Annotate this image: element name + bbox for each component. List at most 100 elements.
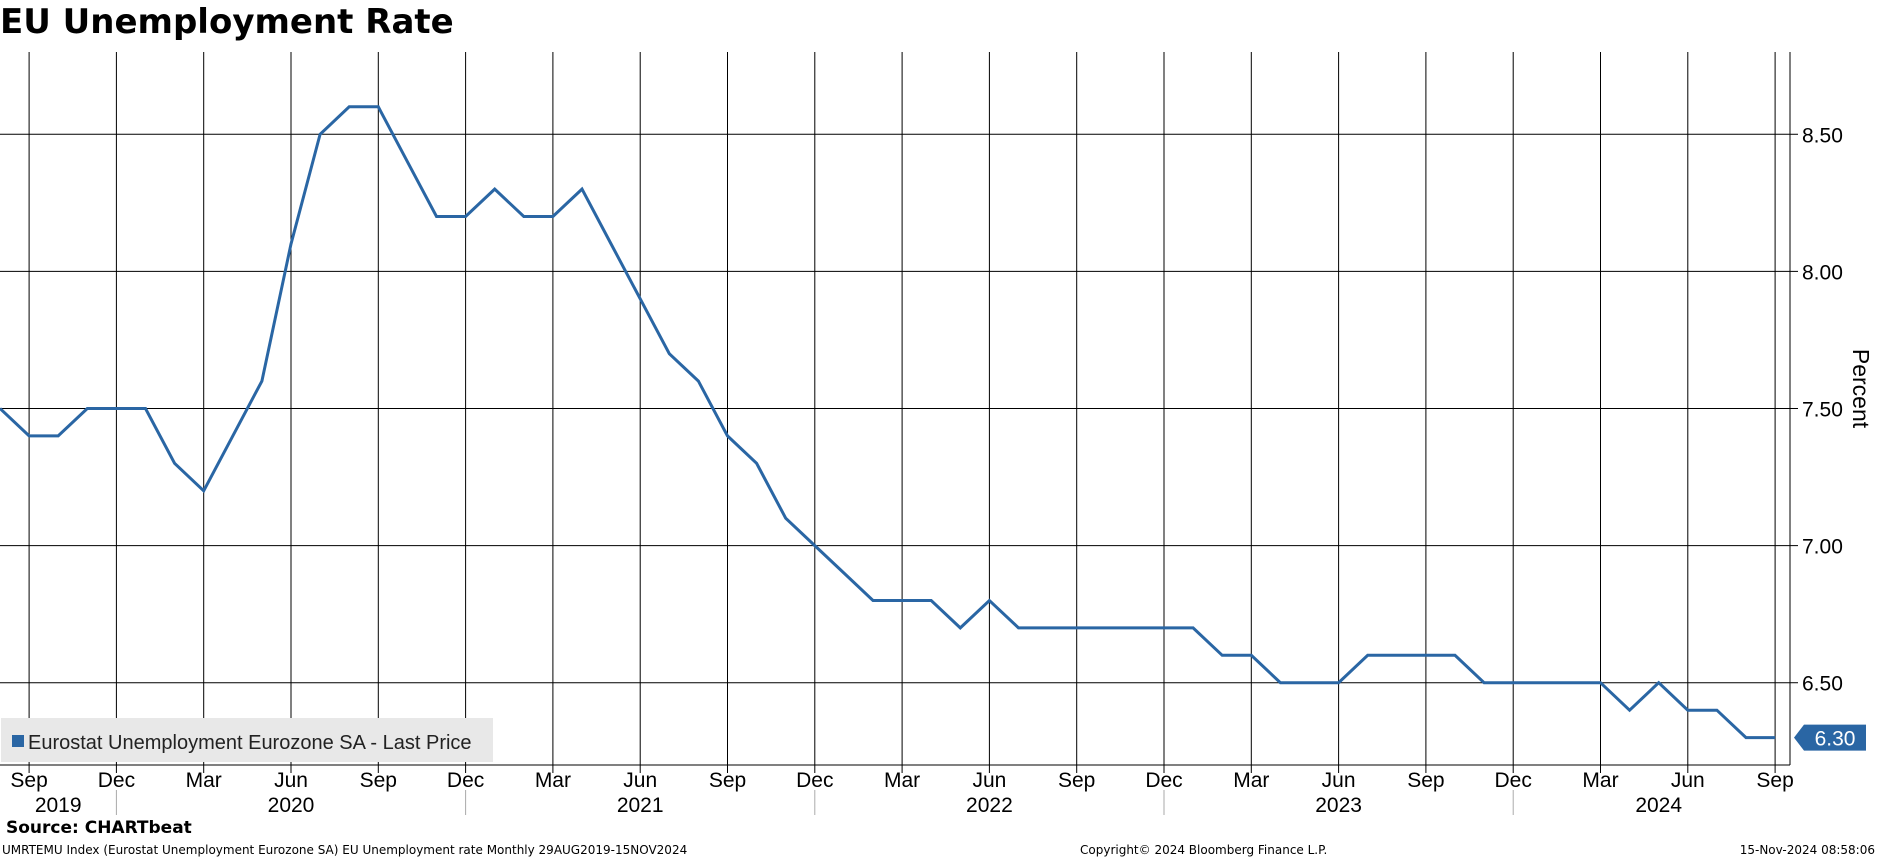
data-point [1484, 682, 1485, 683]
data-point [552, 216, 553, 217]
x-month-label: Sep [1407, 769, 1444, 792]
data-point [989, 600, 990, 601]
data-point [145, 408, 146, 409]
x-year-label: 2023 [1315, 794, 1362, 817]
y-axis-label: Percent [1848, 349, 1874, 429]
data-point [203, 490, 204, 491]
data-point [902, 600, 903, 601]
data-point [174, 463, 175, 464]
data-point [1105, 627, 1106, 628]
data-point [407, 161, 408, 162]
data-point [785, 518, 786, 519]
x-year-label: 2019 [35, 794, 82, 817]
series-layer [0, 105, 1776, 740]
y-tick-label: 6.50 [1802, 673, 1843, 696]
data-point [87, 408, 88, 409]
x-month-label: Sep [1058, 769, 1095, 792]
data-point [1455, 655, 1456, 656]
data-point [1251, 655, 1252, 656]
source-note: Source: CHARTbeat [6, 818, 192, 838]
data-point [611, 243, 612, 244]
data-point [1309, 682, 1310, 683]
data-point [1425, 655, 1426, 656]
data-point [1018, 627, 1019, 628]
x-month-label: Dec [1495, 769, 1532, 792]
data-point [843, 573, 844, 574]
data-point [1775, 737, 1776, 738]
data-point [960, 627, 961, 628]
x-month-label: Sep [10, 769, 47, 792]
data-point [698, 381, 699, 382]
legend: Eurostat Unemployment Eurozone SA - Last… [1, 718, 493, 762]
x-month-label: Dec [1145, 769, 1182, 792]
data-point [1716, 710, 1717, 711]
data-point [1280, 682, 1281, 683]
data-point [29, 435, 30, 436]
y-tick-label: 8.50 [1802, 124, 1843, 147]
x-year-label: 2024 [1635, 794, 1682, 817]
x-month-label: Jun [274, 769, 308, 792]
data-point [232, 435, 233, 436]
legend-background [1, 718, 493, 762]
x-month-label: Mar [1582, 769, 1618, 792]
data-point [291, 243, 292, 244]
last-value-badge [1794, 724, 1866, 751]
x-month-label: Sep [360, 769, 397, 792]
data-point [349, 106, 350, 107]
x-month-label: Dec [447, 769, 484, 792]
last-value-label: 6.30 [1815, 728, 1856, 751]
y-tick-label: 7.00 [1802, 536, 1843, 559]
data-point [1629, 710, 1630, 711]
data-point [1571, 682, 1572, 683]
x-month-label: Mar [884, 769, 920, 792]
data-point [1513, 682, 1514, 683]
data-point [465, 216, 466, 217]
x-month-label: Sep [1756, 769, 1793, 792]
x-year-label: 2022 [966, 794, 1013, 817]
data-point [1338, 682, 1339, 683]
data-point [320, 134, 321, 135]
x-month-label: Dec [98, 769, 135, 792]
x-month-label: Jun [1671, 769, 1705, 792]
data-point [640, 298, 641, 299]
x-month-label: Dec [796, 769, 833, 792]
data-point [756, 463, 757, 464]
data-point [1542, 682, 1543, 683]
data-point [378, 106, 379, 107]
data-point [582, 189, 583, 190]
data-point [523, 216, 524, 217]
data-point [1658, 682, 1659, 683]
data-point [1367, 655, 1368, 656]
x-year-label: 2021 [617, 794, 664, 817]
data-point [1600, 682, 1601, 683]
footer-copyright: Copyright© 2024 Bloomberg Finance L.P. [1080, 843, 1328, 857]
y-tick-label: 7.50 [1802, 399, 1843, 422]
data-point [814, 545, 815, 546]
legend-label: Eurostat Unemployment Eurozone SA - Last… [28, 732, 472, 754]
x-month-label: Sep [709, 769, 746, 792]
data-point [1134, 627, 1135, 628]
x-month-label: Jun [1322, 769, 1356, 792]
data-point [1222, 655, 1223, 656]
data-point [1687, 710, 1688, 711]
data-point [873, 600, 874, 601]
y-tick-label: 8.00 [1802, 261, 1843, 284]
data-point [727, 435, 728, 436]
x-month-label: Mar [186, 769, 222, 792]
data-point [669, 353, 670, 354]
legend-swatch [12, 735, 24, 747]
data-point [58, 435, 59, 436]
x-month-label: Jun [623, 769, 657, 792]
data-point [1396, 655, 1397, 656]
x-month-label: Jun [972, 769, 1006, 792]
x-month-label: Mar [1233, 769, 1269, 792]
x-month-label: Mar [535, 769, 571, 792]
grid-layer [0, 52, 1790, 765]
data-point [1047, 627, 1048, 628]
data-point [494, 189, 495, 190]
data-point [1076, 627, 1077, 628]
data-point [261, 381, 262, 382]
data-point [1746, 737, 1747, 738]
axis-layer: 8.50 8.00 7.50 7.00 6.50 Sep Dec Mar Jun Sep Dec Ma… [0, 52, 1866, 817]
